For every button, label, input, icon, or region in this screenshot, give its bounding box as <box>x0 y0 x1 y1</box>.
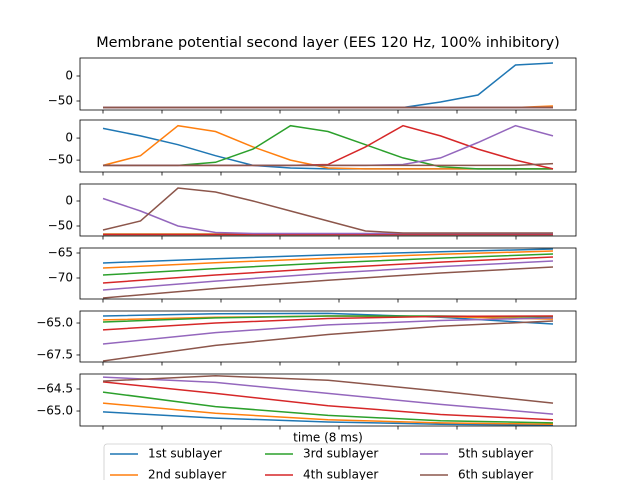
y-tick-label: 0 <box>65 194 73 208</box>
y-tick-label: −50 <box>48 94 73 108</box>
axes-frame <box>79 119 577 173</box>
series-line <box>102 253 554 276</box>
series-line <box>102 250 554 269</box>
axes-frame <box>79 373 577 427</box>
series-line <box>102 127 553 170</box>
series-line <box>102 381 554 421</box>
series-line <box>102 197 553 235</box>
series-line <box>102 402 554 425</box>
y-tick-label: −50 <box>48 219 73 233</box>
legend-label: 4th sublayer <box>303 468 378 480</box>
y-tick-label: −65.0 <box>36 404 73 418</box>
chart-title: Membrane potential second layer (EES 120… <box>96 35 560 51</box>
legend-label: 2nd sublayer <box>148 468 226 480</box>
series-line <box>102 391 554 424</box>
legend-label: 1st sublayer <box>148 447 222 461</box>
axes-frame <box>79 183 577 237</box>
legend: 1st sublayer 2nd sublayer 3rd sublayer 4th … <box>103 443 553 480</box>
series-line <box>102 411 554 426</box>
y-tick-label: −50 <box>48 153 73 167</box>
y-tick-label: −70 <box>48 271 73 285</box>
y-tick-label: −64.5 <box>36 381 73 395</box>
series-line <box>102 320 554 362</box>
y-tick-label: −65.0 <box>36 316 73 330</box>
legend-label: 3rd sublayer <box>303 447 378 461</box>
series-line <box>102 315 554 331</box>
axes-frame <box>79 310 577 363</box>
series-line <box>102 260 554 291</box>
series-line <box>102 317 554 345</box>
series-line <box>102 256 554 284</box>
axes-frame <box>79 57 577 111</box>
y-tick-label: 0 <box>65 131 73 145</box>
axes-frame <box>79 247 577 300</box>
series-line <box>103 62 554 109</box>
legend-label: 5th sublayer <box>458 447 533 461</box>
series-line <box>102 266 554 299</box>
series-line <box>102 248 554 264</box>
series-line <box>102 187 553 234</box>
y-tick-label: −65 <box>48 246 73 260</box>
series-line <box>103 162 554 167</box>
series-line <box>102 376 554 415</box>
legend-frame <box>103 443 553 480</box>
series-line <box>102 375 554 404</box>
y-tick-label: 0 <box>65 69 73 83</box>
y-tick-label: −67.5 <box>36 347 73 361</box>
legend-label: 6th sublayer <box>458 468 533 480</box>
x-axis-label: time (8 ms) <box>293 431 363 445</box>
